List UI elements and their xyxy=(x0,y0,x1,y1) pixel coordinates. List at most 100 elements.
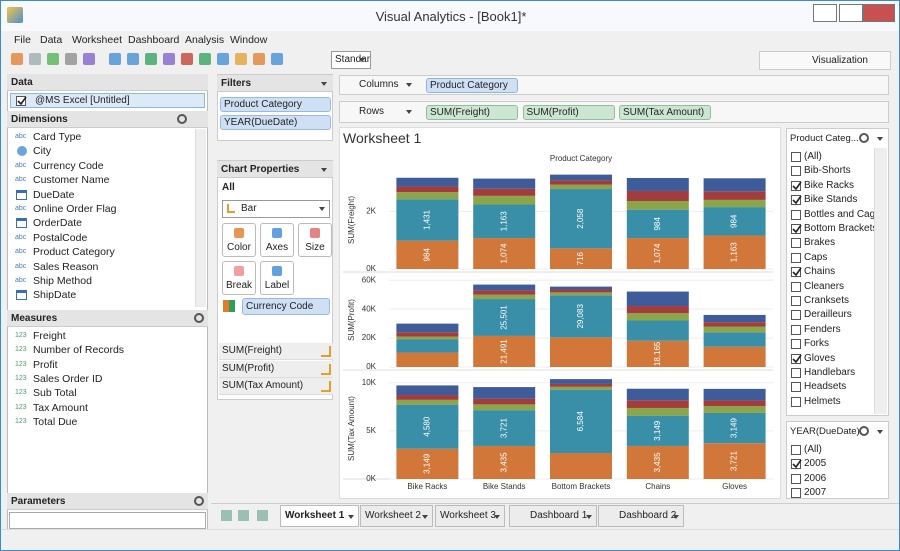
filter-item[interactable]: Bottles and Cages xyxy=(804,208,874,220)
dimension-field[interactable]: Sales Reason xyxy=(33,260,99,273)
menu-item[interactable]: Window xyxy=(230,34,268,46)
data-source[interactable]: @MS Excel [Untitled] xyxy=(10,93,205,108)
checkbox[interactable] xyxy=(791,238,801,249)
dimension-field[interactable]: Product Category xyxy=(33,246,115,259)
measure-field[interactable]: Number of Records xyxy=(33,344,125,357)
tab-tool[interactable] xyxy=(221,510,232,521)
dimension-field[interactable]: Ship Method xyxy=(33,275,92,287)
toolbar-button[interactable] xyxy=(199,53,211,65)
filter-item[interactable]: Helmets xyxy=(804,395,841,407)
toolbar-button[interactable] xyxy=(145,53,157,65)
checkbox[interactable] xyxy=(791,296,801,306)
dimension-field[interactable]: OrderDate xyxy=(33,217,83,230)
checkbox[interactable] xyxy=(16,96,27,106)
filter-item[interactable]: Bike Stands xyxy=(804,194,858,206)
dimension-field[interactable]: DueDate xyxy=(33,188,75,201)
filter-item[interactable]: Bottom Brackets xyxy=(804,223,874,234)
row-pill[interactable]: SUM(Freight) xyxy=(426,105,518,120)
checkbox[interactable] xyxy=(791,324,801,335)
tab-tool[interactable] xyxy=(238,510,249,521)
toolbar-button[interactable] xyxy=(181,53,193,65)
sheet-tab[interactable]: Worksheet 3 xyxy=(435,505,505,527)
checkbox[interactable] xyxy=(791,166,801,177)
checkbox[interactable] xyxy=(791,267,802,278)
dimension-field[interactable]: City xyxy=(33,145,52,158)
measure-field[interactable]: Freight xyxy=(33,330,66,342)
measure-row[interactable]: SUM(Tax Amount) xyxy=(219,378,333,395)
color-field-pill[interactable]: Currency Code xyxy=(242,298,330,315)
filter-item[interactable]: Bike Racks xyxy=(804,179,855,191)
filter-pill[interactable]: Product Category xyxy=(220,97,331,112)
filter-item[interactable]: Bib-Shorts xyxy=(804,165,851,177)
sheet-tab[interactable]: Dashboard 1 xyxy=(509,505,597,527)
sheet-tab[interactable]: Dashboard 2 xyxy=(598,505,684,527)
toolbar-button[interactable] xyxy=(47,53,59,65)
filter-item[interactable]: 2007 xyxy=(804,487,827,499)
toolbar-button[interactable] xyxy=(271,53,283,65)
toolbar-button[interactable] xyxy=(109,53,121,65)
checkbox[interactable] xyxy=(791,195,802,206)
measure-row[interactable]: SUM(Profit) xyxy=(219,360,333,378)
filter-item[interactable]: Cranksets xyxy=(804,295,850,306)
measure-field[interactable]: Profit xyxy=(33,358,58,371)
menu-item[interactable]: Dashboard xyxy=(128,34,180,46)
checkbox[interactable] xyxy=(791,252,801,263)
filter-item[interactable]: Headsets xyxy=(804,381,847,393)
checkbox[interactable] xyxy=(791,353,802,364)
menu-item[interactable]: Analysis xyxy=(185,34,225,46)
checkbox[interactable] xyxy=(791,339,801,350)
checkbox[interactable] xyxy=(791,473,801,484)
visualization-button[interactable]: Visualization xyxy=(759,51,891,70)
checkbox[interactable] xyxy=(791,459,802,470)
dimension-field[interactable]: ShipDate xyxy=(33,289,77,302)
checkbox[interactable] xyxy=(791,396,801,407)
toolbar-button[interactable] xyxy=(29,53,41,65)
filter-item[interactable]: Forks xyxy=(804,338,829,350)
filter-item[interactable]: (All) xyxy=(804,444,822,455)
filter-item[interactable]: 2006 xyxy=(804,472,827,484)
measure-field[interactable]: Sub Total xyxy=(33,387,77,400)
minimize-button[interactable] xyxy=(813,4,837,22)
measure-field[interactable]: Tax Amount xyxy=(33,401,88,414)
sheet-tab[interactable]: Worksheet 1 xyxy=(280,505,359,527)
close-button[interactable] xyxy=(863,4,895,22)
measure-field[interactable]: Total Due xyxy=(33,415,78,428)
menu-item[interactable]: File xyxy=(14,34,31,46)
mark-type-select[interactable]: Bar xyxy=(222,200,330,218)
dimension-field[interactable]: PostalCode xyxy=(33,231,88,244)
view-select[interactable]: Standard xyxy=(331,51,371,69)
parameter-input[interactable] xyxy=(9,512,206,529)
checkbox[interactable] xyxy=(791,209,801,220)
filter-item[interactable]: 2005 xyxy=(804,458,827,470)
checkbox[interactable] xyxy=(791,152,801,162)
checkbox[interactable] xyxy=(791,224,802,234)
row-pill[interactable]: SUM(Profit) xyxy=(522,105,615,120)
filter-item[interactable]: Caps xyxy=(804,251,828,263)
filter-item[interactable]: Fenders xyxy=(804,323,841,335)
filter-item[interactable]: (All) xyxy=(804,151,822,162)
filter-item[interactable]: Cleaners xyxy=(804,280,845,292)
dimension-field[interactable]: Customer Name xyxy=(33,174,110,187)
row-pill[interactable]: SUM(Tax Amount) xyxy=(619,105,711,120)
toolbar-button[interactable] xyxy=(217,53,229,65)
checkbox[interactable] xyxy=(791,488,801,499)
filter-item[interactable]: Gloves xyxy=(804,352,836,364)
filter-item[interactable]: Chains xyxy=(804,266,836,278)
tab-tool[interactable] xyxy=(257,510,268,521)
checkbox[interactable] xyxy=(791,281,801,292)
toolbar-button[interactable] xyxy=(127,53,139,65)
maximize-button[interactable] xyxy=(839,4,863,22)
filter-pill[interactable]: YEAR(DueDate) xyxy=(220,115,331,130)
checkbox[interactable] xyxy=(791,445,801,455)
checkbox[interactable] xyxy=(791,310,801,321)
toolbar-button[interactable] xyxy=(163,53,175,65)
menu-item[interactable]: Data xyxy=(40,34,63,46)
dimension-field[interactable]: Online Order Flag xyxy=(33,203,117,215)
sheet-tab[interactable]: Worksheet 2 xyxy=(360,505,433,527)
filter-item[interactable]: Handlebars xyxy=(804,367,856,378)
column-pill[interactable]: Product Category xyxy=(426,78,518,93)
dimension-field[interactable]: Currency Code xyxy=(33,159,104,172)
filter-item[interactable]: Derailleurs xyxy=(804,309,852,321)
measure-field[interactable]: Sales Order ID xyxy=(33,372,103,385)
checkbox[interactable] xyxy=(791,382,801,393)
